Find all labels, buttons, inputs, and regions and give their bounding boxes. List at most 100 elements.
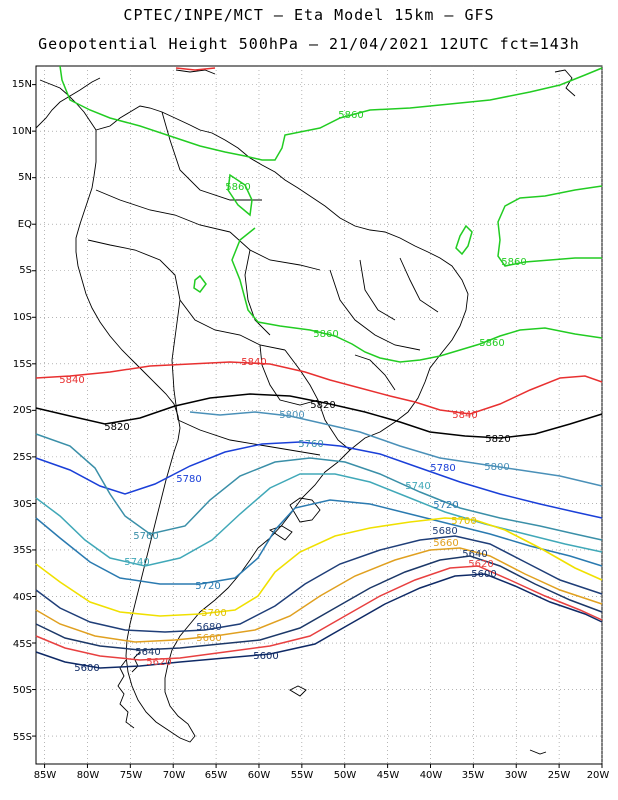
lon-tick: 65W	[205, 770, 228, 781]
malvinas-islands	[289, 685, 307, 697]
contour-label-5600: 5600	[471, 569, 496, 580]
contour-label-5700: 5700	[201, 608, 226, 619]
lat-tick: 10S	[13, 312, 32, 323]
contour-5860	[231, 227, 603, 363]
lat-tick: 40S	[13, 592, 32, 603]
contour-5860	[227, 173, 253, 217]
contour-5760	[35, 433, 603, 541]
axis-ticks: 15N 10N 5N EQ 5S 10S 15S 20S 25S 30S 35S…	[12, 79, 610, 781]
contour-label-5800: 5800	[279, 410, 304, 421]
contour-label-5820: 5820	[485, 434, 510, 445]
lon-tick: 85W	[34, 770, 57, 781]
contour-5860	[455, 224, 473, 256]
caribbean-island	[554, 69, 576, 97]
contour-label-5840: 5840	[241, 357, 266, 368]
state-border	[399, 257, 439, 313]
contour-5860	[497, 185, 603, 267]
country-border	[95, 189, 231, 233]
contour-5660	[35, 547, 603, 643]
uruguay	[289, 497, 321, 523]
lon-tick: 50W	[334, 770, 357, 781]
contour-5840	[35, 361, 603, 415]
lon-tick: 45W	[377, 770, 400, 781]
lat-tick: 10N	[12, 126, 32, 137]
country-border	[177, 419, 321, 456]
central-america-coast	[39, 79, 97, 131]
lat-tick: 30S	[13, 499, 32, 510]
contour-5780	[35, 441, 603, 519]
contour-label-5860: 5860	[313, 329, 338, 340]
lon-tick: 55W	[291, 770, 314, 781]
map-title-line2: Geopotential Height 500hPa – 21/04/2021 …	[38, 35, 580, 53]
map-frame	[35, 65, 603, 765]
contour-5640	[35, 555, 603, 651]
height-contours	[35, 65, 603, 669]
country-border	[259, 344, 319, 406]
lat-tick: 55S	[13, 732, 32, 743]
lat-tick: 20S	[13, 405, 32, 416]
contour-label-5720: 5720	[195, 581, 220, 592]
contour-5680	[35, 535, 603, 633]
central-america-coast	[35, 77, 101, 129]
contour-label-5600: 5600	[253, 651, 278, 662]
lat-tick: 25S	[13, 452, 32, 463]
caribbean-island	[175, 69, 216, 75]
lon-tick: 35W	[462, 770, 485, 781]
contour-label-5660: 5660	[196, 633, 221, 644]
contour-5860	[193, 274, 207, 294]
contour-label-5700: 5700	[451, 516, 476, 527]
state-border	[329, 269, 421, 351]
lat-tick: 15S	[13, 359, 32, 370]
contour-label-5640: 5640	[462, 549, 487, 560]
lon-tick: 25W	[548, 770, 571, 781]
contour-label-5860: 5860	[501, 257, 526, 268]
contour-label-5740: 5740	[124, 557, 149, 568]
chile-fjords	[117, 659, 135, 729]
contour-5720	[35, 499, 603, 585]
contour-label-5860: 5860	[225, 182, 250, 193]
contour-label-5780: 5780	[430, 463, 455, 474]
south-america-coast	[75, 105, 469, 743]
contour-label-5740: 5740	[405, 481, 430, 492]
contour-label-5680: 5680	[432, 526, 457, 537]
map-title-line1: CPTEC/INPE/MCT – Eta Model 15km – GFS	[123, 6, 495, 24]
contour-label-5760: 5760	[133, 531, 158, 542]
contour-label-5720: 5720	[433, 500, 458, 511]
contour-label-5600: 5600	[74, 663, 99, 674]
contour-label-5820: 5820	[310, 400, 335, 411]
lat-tick: 5N	[18, 172, 32, 183]
coastlines	[35, 69, 576, 755]
contour-label-5840: 5840	[452, 410, 477, 421]
country-border	[171, 299, 181, 421]
contour-5800	[189, 411, 603, 487]
lon-tick: 20W	[587, 770, 610, 781]
contour-label-5820: 5820	[104, 422, 129, 433]
chile-fjords	[131, 651, 141, 673]
contour-label-5640: 5640	[135, 647, 160, 658]
lat-tick: 50S	[13, 685, 32, 696]
contour-5840	[175, 67, 216, 71]
lat-tick: 35S	[13, 545, 32, 556]
contour-labels: 5860 5860 5860 5860 5860 5840 5840 5840 …	[59, 110, 526, 674]
lon-tick: 40W	[420, 770, 443, 781]
country-border	[244, 249, 271, 336]
contour-5700	[35, 517, 603, 617]
contour-5620	[35, 565, 603, 661]
lon-tick: 80W	[77, 770, 100, 781]
contour-label-5620: 5620	[468, 559, 493, 570]
graticule	[32, 66, 603, 768]
lat-tick: 15N	[12, 79, 32, 90]
lon-tick: 30W	[505, 770, 528, 781]
lon-tick: 75W	[120, 770, 143, 781]
lat-tick: EQ	[18, 219, 32, 230]
contour-5860	[59, 65, 603, 161]
contour-label-5660: 5660	[433, 538, 458, 549]
lat-tick: 5S	[19, 265, 32, 276]
contour-5740	[35, 473, 603, 567]
lon-tick: 70W	[163, 770, 186, 781]
contour-label-5840: 5840	[59, 375, 84, 386]
contour-label-5760: 5760	[298, 439, 323, 450]
contour-5600	[35, 573, 603, 669]
state-border	[354, 354, 396, 391]
